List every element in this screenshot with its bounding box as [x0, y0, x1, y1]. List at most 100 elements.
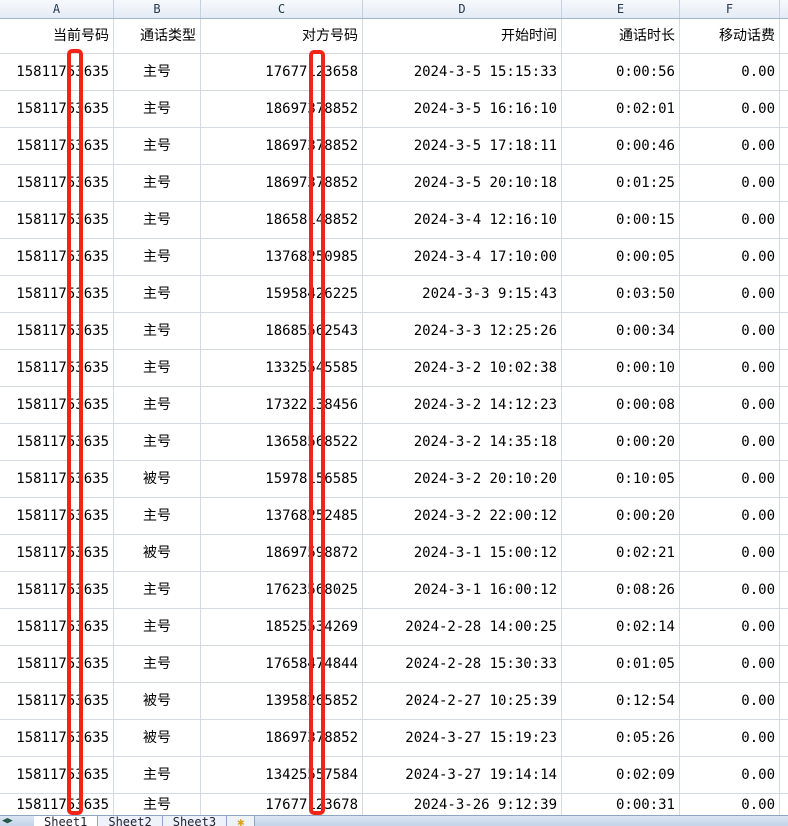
- table-cell[interactable]: 主号: [114, 572, 201, 608]
- table-cell[interactable]: 0.00: [680, 646, 780, 682]
- table-cell[interactable]: 主号: [114, 313, 201, 349]
- column-letter-d[interactable]: D: [363, 0, 562, 18]
- table-cell[interactable]: 0.00: [680, 498, 780, 534]
- sheet-tab-sheet2[interactable]: Sheet2: [98, 816, 163, 826]
- table-cell[interactable]: 18525534269: [201, 609, 363, 645]
- table-cell[interactable]: 15811753635: [0, 239, 114, 275]
- table-cell[interactable]: 15811753635: [0, 498, 114, 534]
- table-cell[interactable]: 0:00:15: [562, 202, 680, 238]
- table-cell[interactable]: 2024-3-4 12:16:10: [363, 202, 562, 238]
- table-cell[interactable]: 15811753635: [0, 54, 114, 90]
- table-cell[interactable]: 被号: [114, 461, 201, 497]
- table-cell[interactable]: 主号: [114, 757, 201, 793]
- sheet-tab-sheet3[interactable]: Sheet3: [162, 816, 228, 826]
- table-cell[interactable]: 0:00:20: [562, 424, 680, 460]
- table-cell[interactable]: 主号: [114, 165, 201, 201]
- insert-sheet-icon[interactable]: ✱: [227, 816, 256, 826]
- table-cell[interactable]: 2024-3-4 17:10:00: [363, 239, 562, 275]
- table-cell[interactable]: 2024-3-2 14:35:18: [363, 424, 562, 460]
- table-cell[interactable]: 0:00:10: [562, 350, 680, 386]
- table-cell[interactable]: 2024-2-28 15:30:33: [363, 646, 562, 682]
- header-cell[interactable]: 当前号码: [0, 19, 114, 53]
- table-cell[interactable]: 0.00: [680, 165, 780, 201]
- table-cell[interactable]: 主号: [114, 387, 201, 423]
- table-cell[interactable]: 0.00: [680, 276, 780, 312]
- table-cell[interactable]: 2024-3-2 22:00:12: [363, 498, 562, 534]
- table-cell[interactable]: 15811753635: [0, 276, 114, 312]
- table-cell[interactable]: 15811753635: [0, 535, 114, 571]
- table-cell[interactable]: 15811753635: [0, 387, 114, 423]
- table-cell[interactable]: 0:00:56: [562, 54, 680, 90]
- table-cell[interactable]: 主号: [114, 794, 201, 815]
- table-cell[interactable]: 0:10:05: [562, 461, 680, 497]
- table-cell[interactable]: 2024-3-27 19:14:14: [363, 757, 562, 793]
- column-letter-e[interactable]: E: [562, 0, 680, 18]
- header-cell[interactable]: 通话时长: [562, 19, 680, 53]
- table-cell[interactable]: 主号: [114, 350, 201, 386]
- table-cell[interactable]: 主号: [114, 276, 201, 312]
- table-cell[interactable]: 18685562543: [201, 313, 363, 349]
- sheet-tab-sheet1[interactable]: Sheet1: [34, 816, 99, 826]
- table-cell[interactable]: 13325545585: [201, 350, 363, 386]
- table-cell[interactable]: 0.00: [680, 54, 780, 90]
- table-cell[interactable]: 13958265852: [201, 683, 363, 719]
- table-cell[interactable]: 0.00: [680, 313, 780, 349]
- table-cell[interactable]: 17658474844: [201, 646, 363, 682]
- table-cell[interactable]: 2024-3-2 14:12:23: [363, 387, 562, 423]
- sheet-nav-arrows-icon[interactable]: ◀▶: [2, 816, 13, 826]
- table-cell[interactable]: 18658148852: [201, 202, 363, 238]
- table-cell[interactable]: 2024-3-2 10:02:38: [363, 350, 562, 386]
- table-cell[interactable]: 0.00: [680, 609, 780, 645]
- table-cell[interactable]: 0:01:25: [562, 165, 680, 201]
- table-cell[interactable]: 0.00: [680, 794, 780, 815]
- table-cell[interactable]: 0:00:08: [562, 387, 680, 423]
- table-cell[interactable]: 15811753635: [0, 202, 114, 238]
- table-cell[interactable]: 主号: [114, 202, 201, 238]
- table-cell[interactable]: 17623568025: [201, 572, 363, 608]
- table-cell[interactable]: 主号: [114, 239, 201, 275]
- header-cell[interactable]: 对方号码: [201, 19, 363, 53]
- table-cell[interactable]: 15811753635: [0, 91, 114, 127]
- header-cell[interactable]: 通话类型: [114, 19, 201, 53]
- table-cell[interactable]: 0.00: [680, 202, 780, 238]
- table-cell[interactable]: 18697378852: [201, 128, 363, 164]
- table-cell[interactable]: 15811753635: [0, 572, 114, 608]
- table-cell[interactable]: 0.00: [680, 461, 780, 497]
- table-cell[interactable]: 0.00: [680, 239, 780, 275]
- table-cell[interactable]: 0:02:14: [562, 609, 680, 645]
- table-cell[interactable]: 0.00: [680, 350, 780, 386]
- header-cell[interactable]: 移动话费: [680, 19, 780, 53]
- table-cell[interactable]: 18697378852: [201, 720, 363, 756]
- table-cell[interactable]: 0:02:01: [562, 91, 680, 127]
- table-cell[interactable]: 2024-3-5 20:10:18: [363, 165, 562, 201]
- table-cell[interactable]: 被号: [114, 683, 201, 719]
- table-cell[interactable]: 15811753635: [0, 424, 114, 460]
- table-cell[interactable]: 0.00: [680, 720, 780, 756]
- table-cell[interactable]: 15811753635: [0, 313, 114, 349]
- table-cell[interactable]: 0.00: [680, 128, 780, 164]
- table-cell[interactable]: 2024-3-5 16:16:10: [363, 91, 562, 127]
- table-cell[interactable]: 主号: [114, 128, 201, 164]
- column-letter-a[interactable]: A: [0, 0, 114, 18]
- table-cell[interactable]: 0:05:26: [562, 720, 680, 756]
- table-cell[interactable]: 0.00: [680, 683, 780, 719]
- spreadsheet-grid[interactable]: 当前号码 通话类型 对方号码 开始时间 通话时长 移动话费 15811753635 主号 176…: [0, 19, 788, 815]
- table-cell[interactable]: 13425557584: [201, 757, 363, 793]
- table-cell[interactable]: 0.00: [680, 572, 780, 608]
- table-cell[interactable]: 2024-3-1 15:00:12: [363, 535, 562, 571]
- table-cell[interactable]: 13768250985: [201, 239, 363, 275]
- table-cell[interactable]: 2024-3-3 9:15:43: [363, 276, 562, 312]
- header-cell[interactable]: 开始时间: [363, 19, 562, 53]
- table-cell[interactable]: 0.00: [680, 757, 780, 793]
- table-cell[interactable]: 18697378852: [201, 165, 363, 201]
- table-cell[interactable]: 主号: [114, 424, 201, 460]
- table-cell[interactable]: 17322138456: [201, 387, 363, 423]
- table-cell[interactable]: 17677123678: [201, 794, 363, 815]
- table-cell[interactable]: 主号: [114, 91, 201, 127]
- table-cell[interactable]: 2024-3-2 20:10:20: [363, 461, 562, 497]
- table-cell[interactable]: 13658568522: [201, 424, 363, 460]
- column-letter-b[interactable]: B: [114, 0, 201, 18]
- table-cell[interactable]: 0:02:09: [562, 757, 680, 793]
- table-cell[interactable]: 0.00: [680, 387, 780, 423]
- table-cell[interactable]: 15811753635: [0, 609, 114, 645]
